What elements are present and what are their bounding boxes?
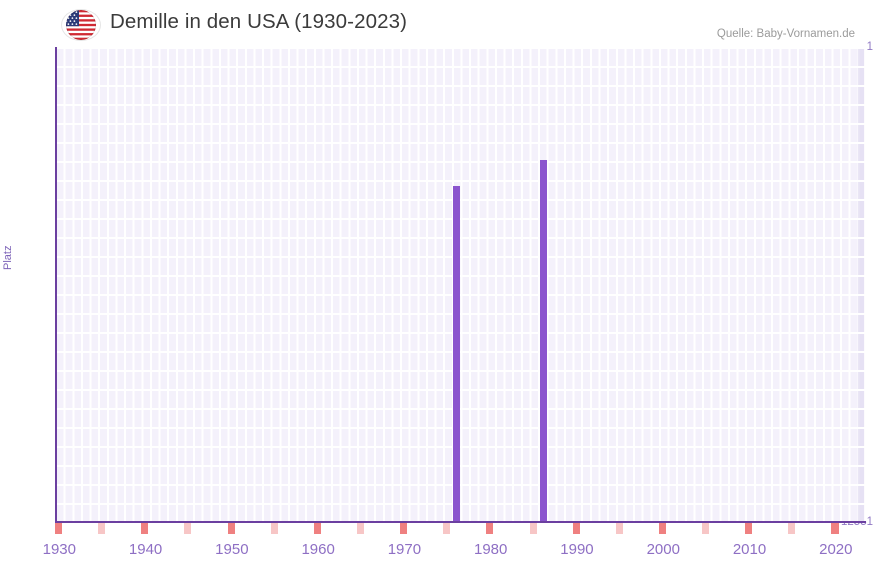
x-tick-1975 xyxy=(443,523,451,534)
x-axis-label-1950: 1950 xyxy=(215,541,249,558)
bar-1976[interactable] xyxy=(453,185,461,522)
x-axis-label-1990: 1990 xyxy=(560,541,594,558)
x-tick-1985 xyxy=(529,523,537,534)
x-tick-1945 xyxy=(184,523,192,534)
x-axis-label-1970: 1970 xyxy=(387,541,422,558)
page-title: Demille in den USA (1930-2023) xyxy=(110,10,407,33)
x-tick-1930 xyxy=(55,523,63,534)
y-axis-label-top: 1 xyxy=(866,41,873,53)
x-axis-label-2020: 2020 xyxy=(819,541,853,558)
x-tick-2020 xyxy=(831,523,839,534)
plot-area xyxy=(55,47,866,522)
x-axis-label-1960: 1960 xyxy=(301,541,335,558)
x-tick-2015 xyxy=(788,523,796,534)
source-attribution: Quelle: Baby-Vornamen.de xyxy=(716,28,855,40)
x-tick-1990 xyxy=(572,523,580,534)
x-tick-2005 xyxy=(702,523,710,534)
x-tick-1935 xyxy=(98,523,106,534)
projection-band-grid xyxy=(857,47,866,522)
grid-lines xyxy=(55,47,866,522)
x-axis-label-1930: 1930 xyxy=(42,541,76,558)
x-tick-1965 xyxy=(356,523,364,534)
x-tick-1980 xyxy=(486,523,494,534)
x-tick-1995 xyxy=(615,523,623,534)
x-tick-2010 xyxy=(745,523,753,534)
x-axis-label-2000: 2000 xyxy=(646,541,680,558)
x-tick-1960 xyxy=(313,523,321,534)
x-tick-1940 xyxy=(141,523,149,534)
y-axis-title: Platz xyxy=(2,245,14,270)
x-axis-label-1980: 1980 xyxy=(474,541,508,558)
x-axis-line xyxy=(55,521,866,523)
x-tick-1970 xyxy=(400,523,408,534)
y-axis-line xyxy=(55,47,57,523)
x-axis-label-1940: 1940 xyxy=(128,541,163,558)
bar-1986[interactable] xyxy=(539,159,547,522)
x-tick-2000 xyxy=(658,523,666,534)
x-axis-label-2010: 2010 xyxy=(732,541,767,558)
x-tick-1950 xyxy=(227,523,235,534)
us-flag-icon xyxy=(62,10,100,40)
x-tick-1955 xyxy=(270,523,278,534)
